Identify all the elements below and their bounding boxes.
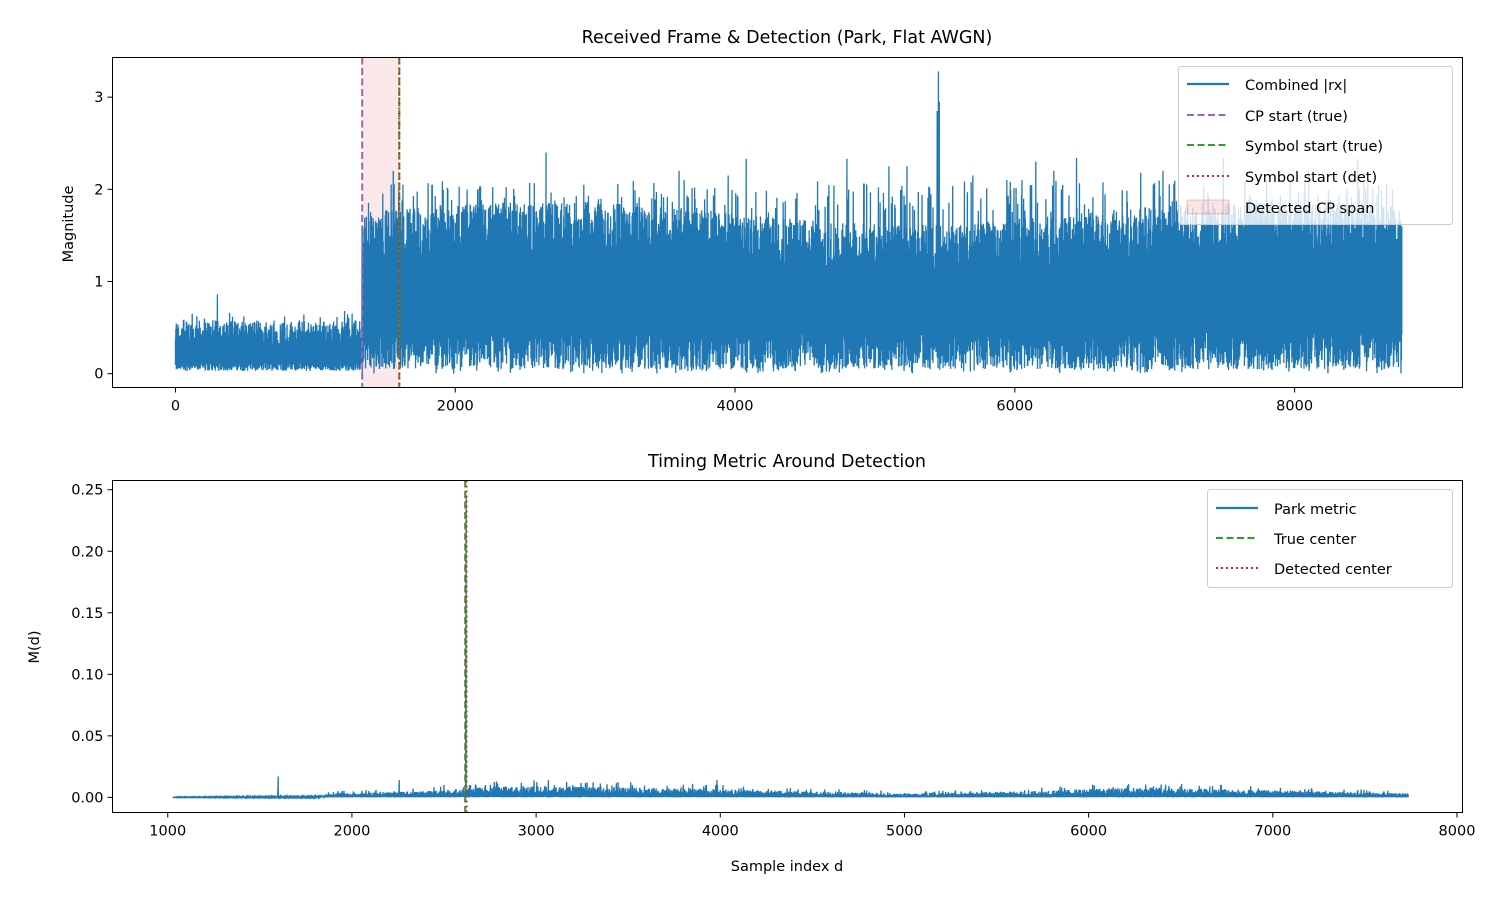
x-tick-label: 4000 xyxy=(702,824,739,840)
y-tick-label: 0.10 xyxy=(71,667,103,683)
x-tick-label: 6000 xyxy=(1070,824,1107,840)
legend-label-park-metric: Park metric xyxy=(1274,502,1357,518)
y-tick-label: 3 xyxy=(94,90,103,106)
chart-timing-metric: Timing Metric Around Detection M(d) Samp… xyxy=(27,452,1475,875)
x-tick-label: 6000 xyxy=(996,399,1033,415)
series-combined-rx xyxy=(174,71,1403,374)
x-tick-label: 4000 xyxy=(717,399,754,415)
axis-ticks: 1000 2000 3000 4000 5000 6000 7000 8000 0.00 0.05… xyxy=(71,483,1475,840)
chart-title: Received Frame & Detection (Park, Flat A… xyxy=(582,28,993,48)
y-tick-label: 0.25 xyxy=(71,483,103,499)
y-axis-label: Magnitude xyxy=(61,186,77,263)
y-tick-label: 0 xyxy=(94,367,103,383)
legend-label-cp-true: CP start (true) xyxy=(1245,109,1348,125)
legend-label-detected-center: Detected center xyxy=(1274,562,1392,578)
x-tick-label: 1000 xyxy=(149,824,186,840)
y-tick-label: 0.05 xyxy=(71,729,103,745)
chart-received-frame: Received Frame & Detection (Park, Flat A… xyxy=(61,28,1463,415)
x-tick-label: 2000 xyxy=(437,399,474,415)
x-tick-label: 0 xyxy=(171,399,180,415)
legend-label-symbol-det: Symbol start (det) xyxy=(1245,170,1377,186)
vline-layer xyxy=(361,57,401,388)
vline-layer xyxy=(464,480,468,813)
legend-label-symbol-true: Symbol start (true) xyxy=(1245,139,1383,155)
x-axis-label: Sample index d xyxy=(731,859,843,875)
x-tick-label: 7000 xyxy=(1254,824,1291,840)
legend-label-cp-span: Detected CP span xyxy=(1245,201,1374,217)
x-tick-label: 8000 xyxy=(1276,399,1313,415)
y-tick-label: 0.15 xyxy=(71,606,103,622)
legend-label-true-center: True center xyxy=(1273,532,1356,548)
y-tick-label: 0.00 xyxy=(71,790,103,806)
axes-frame xyxy=(112,480,1463,813)
legend-box xyxy=(1207,489,1453,588)
plot-area xyxy=(172,495,1409,800)
x-tick-label: 8000 xyxy=(1439,824,1476,840)
x-tick-label: 2000 xyxy=(333,824,370,840)
y-tick-label: 2 xyxy=(94,182,103,198)
legend-box xyxy=(1178,66,1453,225)
axes-frame xyxy=(112,57,1463,388)
axis-ticks: 0 2000 4000 6000 8000 0 1 2 3 xyxy=(94,90,1313,414)
series-park-metric xyxy=(172,495,1409,800)
chart-title: Timing Metric Around Detection xyxy=(647,452,926,472)
y-tick-label: 1 xyxy=(94,274,103,290)
x-tick-label: 3000 xyxy=(518,824,555,840)
plot-area xyxy=(174,71,1403,374)
legend-swatch-cp-span xyxy=(1186,199,1230,215)
y-tick-label: 0.20 xyxy=(71,544,103,560)
x-tick-label: 5000 xyxy=(886,824,923,840)
legend: Combined |rx| CP start (true) Symbol sta… xyxy=(1178,66,1453,225)
y-axis-label: M(d) xyxy=(27,630,43,663)
legend-label-combined: Combined |rx| xyxy=(1245,78,1347,94)
legend: Park metric True center Detected center xyxy=(1207,489,1453,588)
